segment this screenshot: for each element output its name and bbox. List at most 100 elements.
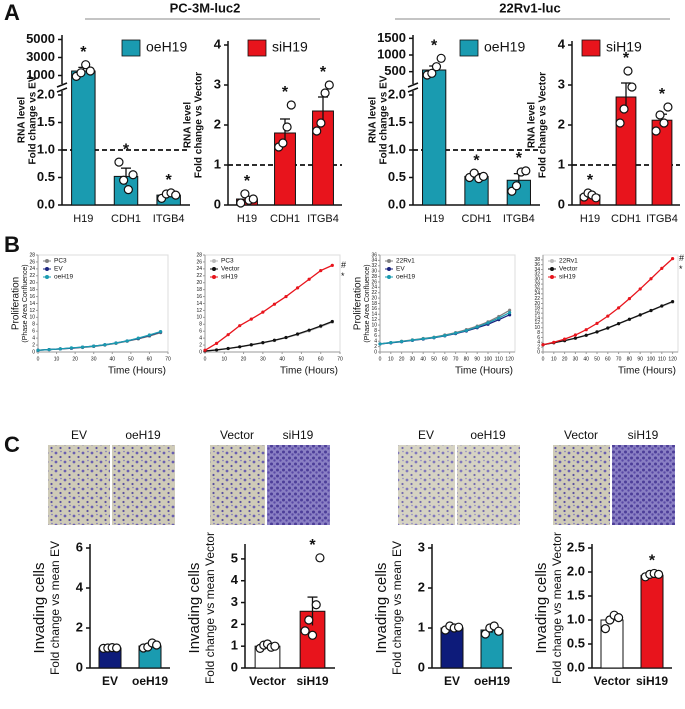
series-marker xyxy=(606,314,610,318)
image-label: Vector xyxy=(220,428,254,442)
axis-break xyxy=(56,87,68,93)
series-marker xyxy=(125,339,129,343)
panel-label: B xyxy=(4,232,20,257)
x-tick-label: EV xyxy=(444,674,460,688)
y-tick-label: 28 xyxy=(534,281,540,287)
y-tick-label: 20 xyxy=(196,280,202,286)
micrograph xyxy=(267,445,330,525)
y-tick-label: 1.5 xyxy=(388,114,406,129)
legend-label: oeH19 xyxy=(146,39,187,55)
series-marker xyxy=(573,333,578,337)
y-tick-label: 22 xyxy=(534,296,540,302)
x-tick-label: 30 xyxy=(260,356,266,362)
series-line xyxy=(204,320,333,352)
series-line xyxy=(37,330,161,351)
micrograph xyxy=(398,445,455,525)
axis-break xyxy=(407,87,419,93)
y-tick-label: 20 xyxy=(29,280,35,286)
image-label: siH19 xyxy=(283,428,314,442)
y-tick-label: 2 xyxy=(418,579,425,594)
y-tick-label: 6 xyxy=(537,335,540,341)
series-marker xyxy=(47,347,51,352)
x-tick-label: H19 xyxy=(73,213,93,225)
y-tick-label: 4 xyxy=(32,335,35,341)
series-marker xyxy=(552,340,556,344)
series-marker xyxy=(410,338,414,342)
y-tick-label: 36 xyxy=(371,252,377,258)
y-tick-label: 4 xyxy=(76,579,84,594)
x-tick-label: 0 xyxy=(37,356,40,362)
data-point xyxy=(521,166,531,176)
y-tick-label: 4 xyxy=(231,572,239,587)
series-marker xyxy=(595,321,599,325)
series-line xyxy=(37,331,161,351)
bar xyxy=(422,69,447,206)
series-marker xyxy=(475,325,479,329)
y-tick-label: 34 xyxy=(371,258,377,264)
y-tick-label: 2.5 xyxy=(567,539,585,554)
x-axis-label: Time (Hours) xyxy=(108,366,166,377)
x-tick-label: oeH19 xyxy=(474,674,510,688)
data-point xyxy=(270,641,280,651)
y-tick-label: 10 xyxy=(534,325,540,331)
series-marker xyxy=(497,316,501,320)
series-marker xyxy=(158,329,163,334)
micrograph xyxy=(48,445,110,525)
series-marker xyxy=(617,322,621,326)
data-point xyxy=(655,110,665,120)
y-tick-label: 1 xyxy=(214,156,221,171)
data-point xyxy=(615,118,625,128)
legend-label: PC3 xyxy=(221,258,234,265)
series-marker xyxy=(671,257,675,261)
significance: * xyxy=(244,173,251,190)
series-marker xyxy=(638,287,642,291)
x-tick-label: 10 xyxy=(551,356,557,362)
x-tick-label: 110 xyxy=(495,356,503,362)
y-tick-label: 1.0 xyxy=(37,141,55,156)
series-line xyxy=(379,314,510,345)
y-tick-label: 22 xyxy=(371,290,377,296)
series-line xyxy=(204,264,333,351)
x-tick-label: 60 xyxy=(605,356,611,362)
bar xyxy=(615,96,637,206)
significance: * xyxy=(320,64,327,81)
y-tick-label: 0 xyxy=(231,659,238,674)
series-marker xyxy=(203,348,207,352)
x-tick-label: 50 xyxy=(594,356,600,362)
x-tick-label: CDH1 xyxy=(462,213,492,225)
series-marker xyxy=(214,348,219,352)
x-tick-label: 50 xyxy=(128,356,134,362)
significance: * xyxy=(166,172,173,189)
series-marker xyxy=(464,328,468,333)
x-tick-label: 0 xyxy=(204,356,207,362)
y-tick-label: 3000 xyxy=(26,49,55,64)
y-axis-label: Proliferation xyxy=(11,277,22,330)
y-tick-label: 1 xyxy=(558,156,565,171)
y-tick-label: 10 xyxy=(29,315,35,321)
annotation: * xyxy=(341,271,345,281)
y-axis-label: Invading cells xyxy=(31,563,48,654)
y-tick-label: 2 xyxy=(374,344,377,350)
y-tick-label: 8 xyxy=(537,330,540,336)
data-point xyxy=(128,170,138,180)
series-marker xyxy=(136,336,140,340)
y-tick-label: 24 xyxy=(196,266,202,272)
data-point xyxy=(286,100,296,110)
x-tick-label: 40 xyxy=(420,356,426,362)
legend-marker xyxy=(387,267,391,271)
series-marker xyxy=(58,347,62,351)
series-marker xyxy=(295,286,300,290)
legend-marker xyxy=(45,259,49,263)
y-tick-label: 0 xyxy=(558,196,565,211)
legend-marker xyxy=(387,275,391,279)
series-marker xyxy=(319,268,323,273)
y-tick-label: 18 xyxy=(196,287,202,293)
significance: * xyxy=(123,141,130,158)
series-marker xyxy=(421,337,425,341)
y-axis-label: Invading cells xyxy=(186,563,203,654)
y-tick-label: 8 xyxy=(374,328,377,334)
data-point xyxy=(282,122,292,132)
series-marker xyxy=(261,310,265,314)
y-tick-label: 2 xyxy=(558,116,565,131)
x-tick-label: 20 xyxy=(399,356,405,362)
